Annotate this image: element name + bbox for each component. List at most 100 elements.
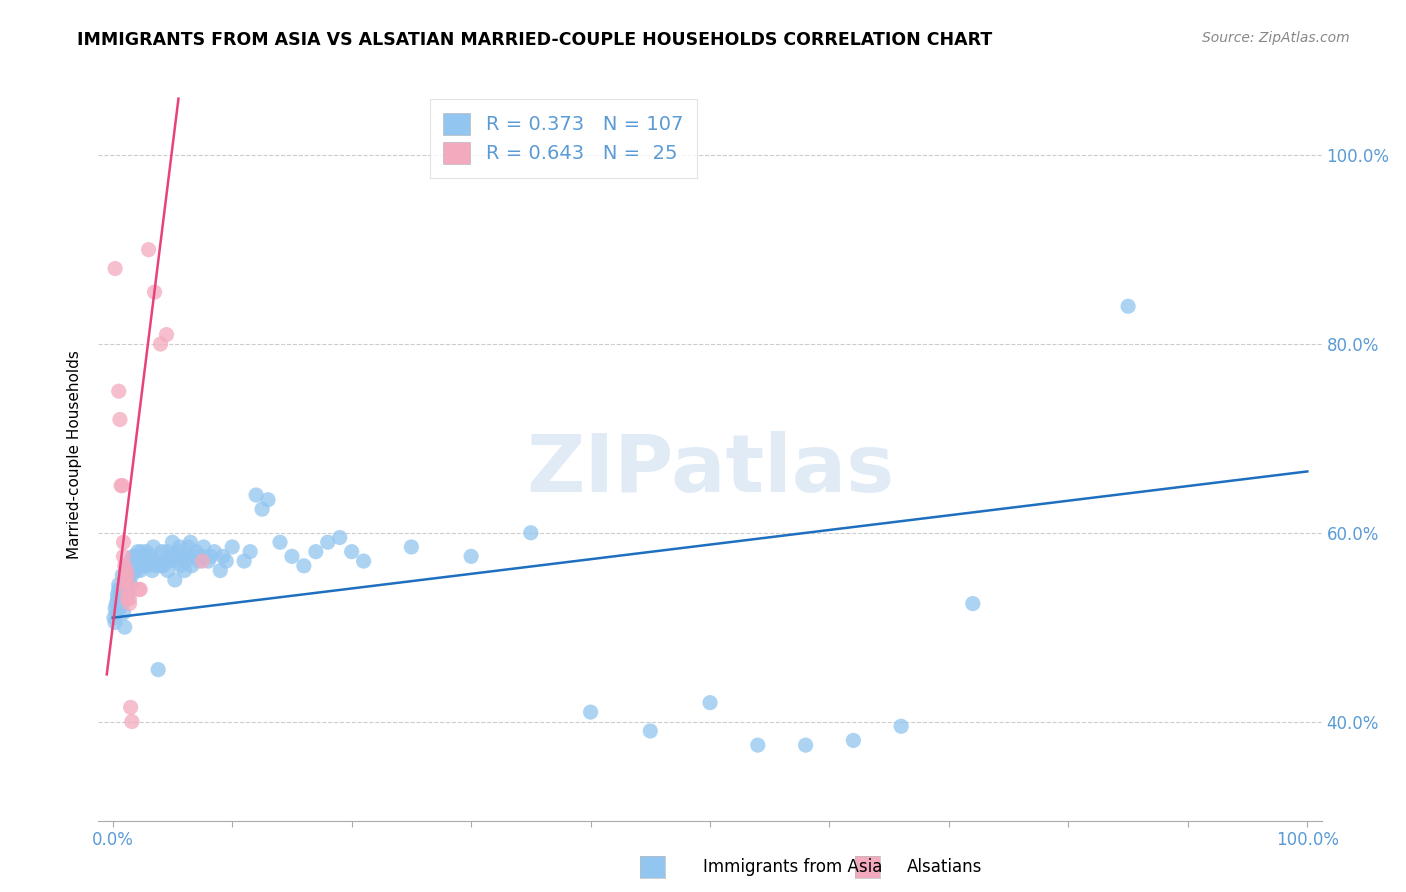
Point — [121, 568, 143, 582]
Point — [191, 549, 214, 564]
Point — [132, 558, 155, 573]
Y-axis label: Married-couple Households: Married-couple Households — [67, 351, 83, 559]
Point — [699, 696, 721, 710]
Point — [157, 554, 180, 568]
Point — [149, 558, 172, 573]
Point — [114, 620, 136, 634]
Point — [105, 597, 128, 611]
Point — [890, 719, 912, 733]
Point — [179, 535, 201, 549]
Point — [118, 564, 141, 578]
Point — [1116, 299, 1139, 313]
Point — [316, 535, 339, 549]
Point — [193, 540, 215, 554]
Point — [166, 549, 188, 564]
Point — [138, 554, 160, 568]
Point — [233, 554, 256, 568]
Point — [200, 549, 222, 564]
Point — [110, 587, 132, 601]
Point — [149, 337, 172, 351]
Point — [143, 554, 166, 568]
Point — [115, 568, 138, 582]
Point — [115, 568, 138, 582]
Point — [281, 549, 304, 564]
Point — [962, 597, 984, 611]
Point — [112, 535, 135, 549]
Point — [114, 558, 136, 573]
Point — [115, 582, 138, 597]
Point — [115, 591, 138, 606]
Point — [239, 544, 262, 558]
Point — [794, 738, 817, 752]
Point — [118, 597, 141, 611]
Point — [111, 568, 134, 582]
Point — [114, 573, 136, 587]
Point — [120, 554, 142, 568]
Point — [146, 663, 169, 677]
Point — [163, 573, 186, 587]
Point — [167, 544, 190, 558]
Point — [118, 568, 141, 582]
Point — [118, 591, 141, 606]
Point — [305, 544, 328, 558]
Legend: R = 0.373   N = 107, R = 0.643   N =  25: R = 0.373 N = 107, R = 0.643 N = 25 — [430, 99, 697, 178]
Point — [108, 412, 131, 426]
Point — [112, 606, 135, 620]
Point — [174, 554, 197, 568]
Point — [842, 733, 865, 747]
Point — [329, 531, 352, 545]
Point — [104, 601, 127, 615]
Point — [176, 549, 198, 564]
Point — [110, 478, 132, 492]
Point — [108, 601, 131, 615]
Point — [115, 577, 138, 591]
Point — [173, 564, 195, 578]
Point — [111, 478, 134, 492]
Point — [131, 544, 153, 558]
Point — [180, 558, 202, 573]
Point — [115, 564, 138, 578]
Point — [257, 492, 280, 507]
Point — [104, 261, 127, 276]
Point — [112, 577, 135, 591]
Point — [269, 535, 291, 549]
Text: Immigrants from Asia: Immigrants from Asia — [703, 858, 883, 876]
Point — [107, 384, 129, 399]
Point — [122, 549, 145, 564]
Point — [177, 540, 200, 554]
Point — [104, 615, 127, 630]
Point — [143, 285, 166, 299]
Point — [107, 577, 129, 591]
Point — [191, 554, 214, 568]
Point — [150, 544, 173, 558]
Point — [186, 544, 208, 558]
Point — [136, 558, 159, 573]
Point — [221, 540, 243, 554]
Point — [115, 564, 138, 578]
Point — [165, 554, 187, 568]
Point — [129, 564, 152, 578]
Point — [142, 540, 165, 554]
Point — [155, 544, 177, 558]
Point — [135, 544, 157, 558]
Point — [117, 558, 139, 573]
Point — [125, 549, 148, 564]
Point — [129, 582, 152, 597]
Point — [215, 554, 238, 568]
Text: Source: ZipAtlas.com: Source: ZipAtlas.com — [1202, 31, 1350, 45]
Point — [292, 558, 315, 573]
Point — [187, 554, 209, 568]
Point — [183, 549, 205, 564]
Point — [107, 587, 129, 601]
Point — [131, 554, 153, 568]
Point — [120, 700, 142, 714]
Point — [579, 705, 602, 719]
Point — [112, 549, 135, 564]
Point — [138, 243, 160, 257]
Point — [128, 558, 150, 573]
Point — [401, 540, 423, 554]
Point — [110, 582, 132, 597]
Point — [120, 577, 142, 591]
Text: ZIPatlas: ZIPatlas — [526, 431, 894, 508]
Point — [125, 564, 148, 578]
